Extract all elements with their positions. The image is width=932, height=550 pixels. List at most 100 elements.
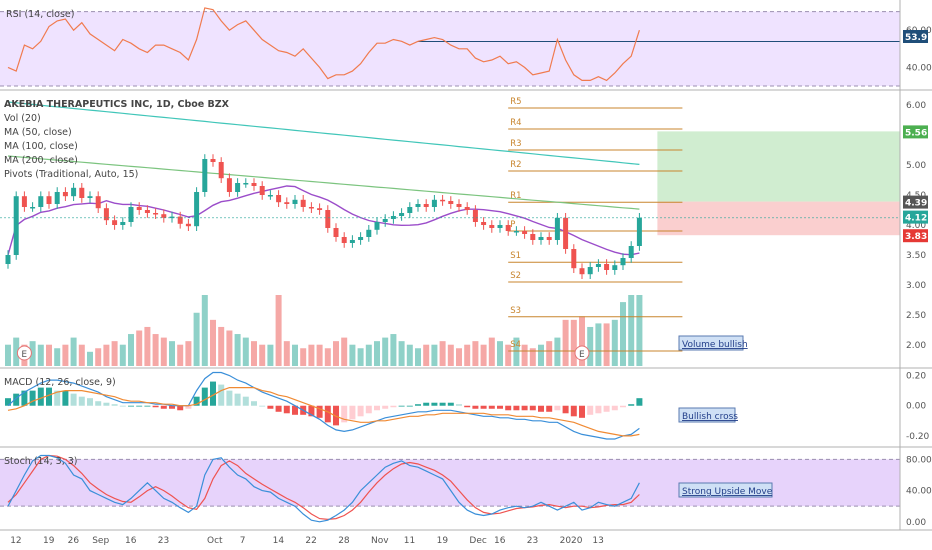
macd-hist-bar — [439, 402, 446, 406]
rsi-y-tick-0: 40.00 — [906, 63, 932, 73]
candle-body — [612, 265, 618, 270]
volume-bar — [488, 337, 495, 366]
volume-bar — [70, 337, 77, 366]
pivot-label-R2: R2 — [510, 160, 521, 170]
x-tick-2: 26 — [68, 536, 80, 546]
x-tick-11: Nov — [371, 536, 389, 546]
candle-body — [243, 183, 249, 185]
volume-bar — [398, 341, 405, 366]
volume-bar — [169, 341, 175, 366]
candle-body — [161, 214, 167, 218]
price-y-tick-4: 4.00 — [906, 221, 926, 231]
candle-body — [382, 219, 388, 222]
rsi-line — [7, 7, 640, 82]
volume-bar — [324, 348, 331, 366]
candle-body — [554, 217, 560, 240]
macd-hist-bar — [275, 405, 282, 412]
candle-body — [103, 208, 109, 221]
rsi-title: RSI (14, close) — [6, 9, 74, 20]
pivot-label-P: P — [510, 220, 515, 230]
macd-hist-bar — [21, 390, 28, 406]
volume-bar — [341, 337, 348, 366]
pivot-label-S1: S1 — [510, 251, 521, 261]
price-y-tick-2: 3.00 — [906, 281, 926, 291]
stoch-title: Stoch (14, 3, 3) — [4, 456, 78, 467]
macd-hist-bar — [603, 405, 610, 412]
candle-body — [563, 217, 569, 249]
macd-y-tick-0: -0.20 — [906, 432, 930, 442]
candle-body — [522, 231, 528, 234]
macd-hist-bar — [29, 390, 36, 406]
macd-hist-bar — [521, 405, 528, 411]
x-tick-7: 7 — [240, 536, 246, 546]
entry-value: 4.39 — [905, 199, 927, 209]
candle-body — [13, 196, 19, 255]
macd-annotation-box[interactable] — [678, 407, 736, 423]
macd-hist-bar — [480, 405, 487, 409]
volume-bar — [119, 344, 126, 366]
candle-body — [46, 196, 52, 204]
macd-title: MACD (12, 26, close, 9) — [4, 377, 116, 388]
candle-body — [595, 264, 601, 267]
macd-hist-bar — [226, 390, 233, 406]
candle-body — [636, 217, 642, 246]
volume-bar — [628, 295, 635, 366]
volume-bar — [177, 344, 184, 366]
macd-hist-bar — [636, 398, 643, 406]
candle-body — [333, 228, 339, 237]
volume-bar — [13, 337, 20, 366]
macd-hist-bar — [177, 405, 184, 411]
volume-bar — [29, 341, 36, 366]
x-tick-5: 23 — [158, 536, 169, 546]
macd-hist-bar — [193, 396, 200, 406]
volume-bar — [275, 295, 282, 366]
target-zone — [657, 131, 900, 202]
volume-bar — [136, 330, 143, 366]
volume-bar — [447, 344, 454, 366]
volume-annotation-box[interactable] — [678, 335, 744, 351]
study-ma100: MA (100, close) — [4, 141, 78, 152]
study-vol: Vol (20) — [4, 113, 41, 124]
volume-bar — [111, 341, 118, 366]
volume-bar — [308, 344, 315, 366]
candle-body — [530, 234, 536, 240]
macd-hist-bar — [628, 404, 635, 406]
macd-hist-bar — [587, 405, 594, 415]
price-panel: R5 R4 R3 R2 R1 P S1 S2 S3 S4 E E 2.00 2.50 3.00 3.50 4.0… — [0, 97, 926, 366]
macd-hist-bar — [152, 405, 159, 408]
candle-body — [349, 240, 355, 243]
x-tick-6: Oct — [207, 536, 223, 546]
volume-bar — [267, 344, 274, 366]
macd-hist-bar — [570, 405, 577, 417]
volume-bar — [562, 319, 569, 366]
rsi-band — [0, 11, 900, 86]
macd-hist-bar — [283, 405, 290, 414]
ma50-line — [7, 185, 640, 256]
volume-bar — [497, 341, 503, 366]
candle-body — [136, 207, 142, 210]
candle-body — [144, 210, 150, 213]
candle-body — [604, 264, 610, 270]
candle-body — [235, 183, 241, 192]
macd-hist-bar — [267, 405, 274, 409]
ma200-line — [7, 101, 640, 165]
candle-body — [112, 220, 118, 225]
pivot-label-R5: R5 — [510, 97, 521, 107]
pivot-label-S3: S3 — [510, 306, 521, 316]
candle-body — [120, 222, 126, 225]
candle-body — [538, 237, 544, 240]
volume-bar — [374, 341, 380, 366]
pivot-label-R3: R3 — [510, 139, 521, 149]
volume-bar — [78, 344, 85, 366]
macd-hist-bar — [488, 405, 495, 409]
candle-body — [571, 249, 577, 269]
stoch-annotation-box[interactable] — [678, 482, 773, 498]
candle-body — [79, 187, 85, 198]
volume-bar — [193, 312, 200, 366]
candle-body — [489, 225, 495, 228]
volume-bar — [95, 348, 102, 366]
macd-hist-bar — [382, 405, 389, 409]
candle-body — [300, 199, 306, 207]
macd-hist-bar — [390, 405, 397, 408]
